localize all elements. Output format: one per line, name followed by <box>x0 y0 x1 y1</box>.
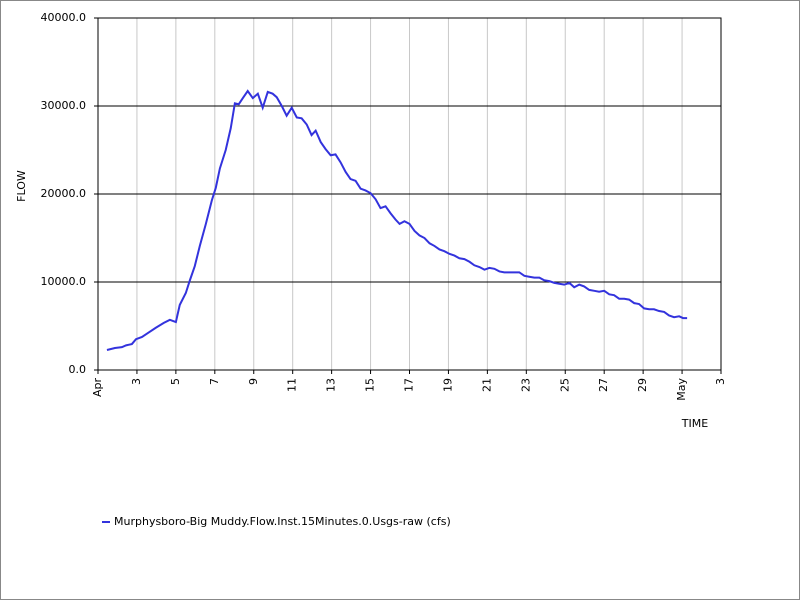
x-tick-label: 9 <box>247 378 260 385</box>
y-tick-label: 20000.0 <box>41 187 87 200</box>
x-tick-label: 3 <box>130 378 143 385</box>
x-tick-label: 13 <box>325 378 338 392</box>
series-line <box>106 89 688 351</box>
y-tick-label: 30000.0 <box>41 99 87 112</box>
x-tick-label: 25 <box>558 378 571 392</box>
legend-label: Murphysboro-Big Muddy.Flow.Inst.15Minute… <box>114 515 451 528</box>
y-tick-label: 0.0 <box>69 363 87 376</box>
x-tick-label: 3 <box>714 378 727 385</box>
x-tick-label: 19 <box>441 378 454 392</box>
x-axis-label: TIME <box>681 417 708 430</box>
x-tick-label: 7 <box>208 378 221 385</box>
y-axis-label: FLOW <box>15 170 28 202</box>
x-tick-label: Apr <box>91 378 104 398</box>
y-tick-label: 10000.0 <box>41 275 87 288</box>
x-tick-label: 29 <box>636 378 649 392</box>
x-tick-label: 5 <box>169 378 182 385</box>
x-tick-label: May <box>675 378 688 401</box>
x-tick-label: 11 <box>286 378 299 392</box>
plot-border <box>97 17 722 371</box>
x-tick-label: 23 <box>519 378 532 392</box>
x-tick-label: 27 <box>597 378 610 392</box>
x-tick-label: 15 <box>364 378 377 392</box>
y-tick-label: 40000.0 <box>41 11 87 24</box>
x-tick-label: 17 <box>403 378 416 392</box>
x-tick-label: 21 <box>480 378 493 392</box>
